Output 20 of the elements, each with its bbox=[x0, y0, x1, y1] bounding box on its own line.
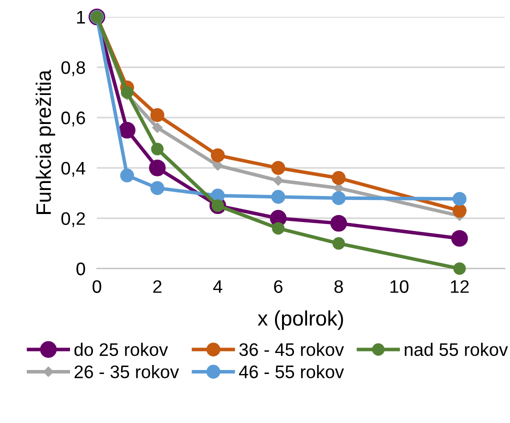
y-tick-label: 0,8 bbox=[61, 61, 86, 76]
x-axis-title: x (polrok) bbox=[258, 310, 344, 330]
legend-label: do 25 rokov bbox=[74, 342, 168, 356]
x-tick-label: 4 bbox=[213, 280, 222, 293]
x-tick-label: 2 bbox=[153, 280, 162, 293]
y-tick-label: 0,2 bbox=[61, 212, 85, 228]
x-tick-label: 12 bbox=[450, 280, 469, 293]
legend-label: 36 - 45 rokov bbox=[239, 342, 344, 356]
y-tick-label: 0 bbox=[76, 262, 86, 276]
x-tick-label: 0 bbox=[92, 280, 102, 293]
x-tick-label: 8 bbox=[334, 280, 343, 293]
y-tick-label: 0,4 bbox=[61, 162, 86, 177]
legend-label: 46 - 55 rokov bbox=[239, 364, 344, 378]
y-axis-title: Funkcia prežitia bbox=[36, 70, 56, 214]
y-tick-label: 0,6 bbox=[61, 112, 85, 126]
x-tick-label: 6 bbox=[274, 280, 282, 293]
legend-label: nad 55 rokov bbox=[404, 342, 508, 356]
legend-label: 26 - 35 rokov bbox=[74, 364, 179, 378]
x-tick-label: 10 bbox=[390, 280, 408, 293]
y-tick-label: 1 bbox=[77, 11, 85, 24]
